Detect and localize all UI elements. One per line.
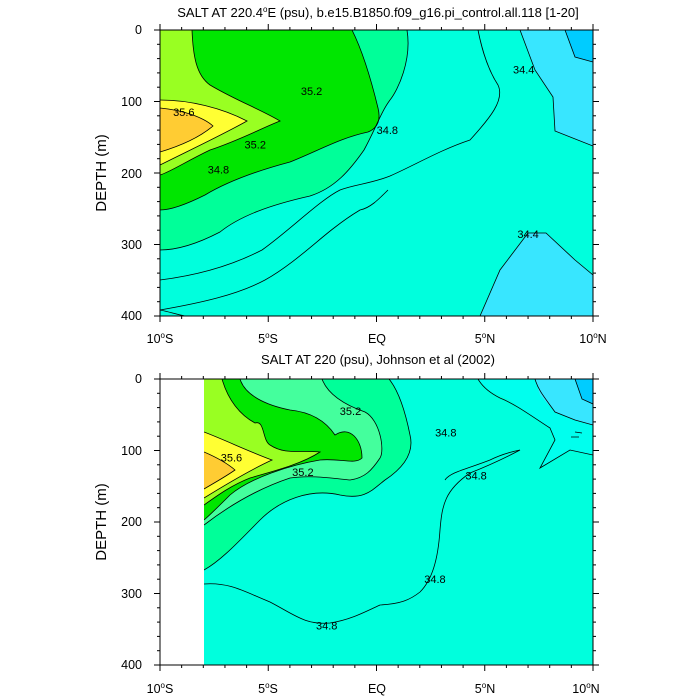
contour-label: 34.8 — [424, 574, 445, 586]
top-y-tick-label: 400 — [121, 309, 142, 323]
top-panel: SALT AT 220.4oE (psu), b.e15.B1850.f09_g… — [93, 5, 607, 346]
contour-label: 35.2 — [301, 86, 322, 98]
contour-label: 34.8 — [435, 428, 456, 440]
bottom-region-34-4 — [535, 379, 593, 425]
top-y-tick-label: 100 — [121, 95, 142, 109]
top-x-tick-label: 5oS — [258, 331, 278, 346]
top-panel-field — [160, 30, 593, 316]
contour-label: 35.6 — [173, 107, 194, 119]
bottom-panel-field — [204, 379, 593, 665]
contour-label: 35.6 — [221, 453, 242, 465]
bottom-region-35-8 — [204, 452, 235, 489]
contour-label: 34.8 — [208, 164, 229, 176]
contour-label: 35.2 — [292, 467, 313, 479]
top-panel-title: SALT AT 220.4oE (psu), b.e15.B1850.f09_g… — [177, 5, 578, 20]
top-region-35-8 — [160, 108, 213, 152]
top-y-tick-label: 300 — [121, 238, 142, 252]
bottom-panel-title: SALT AT 220 (psu), Johnson et al (2002) — [261, 352, 495, 367]
top-region-34-4-north — [520, 30, 593, 146]
bottom-missing-data-region — [160, 379, 204, 665]
top-y-tick-labels: 0 100 200 300 400 — [121, 23, 142, 323]
bottom-y-tick-labels: 0 100 200 300 400 — [121, 372, 142, 672]
contour-label: 34.8 — [465, 471, 486, 483]
bottom-ticks — [154, 373, 599, 671]
bottom-region-35-2 — [204, 379, 362, 520]
bottom-x-tick-label: 5oN — [475, 681, 495, 696]
bottom-y-tick-label: 0 — [135, 372, 142, 386]
top-x-tick-label: 10oN — [579, 331, 606, 346]
contour-label: 34.4 — [513, 64, 534, 76]
bottom-x-tick-label: EQ — [368, 682, 386, 696]
top-x-tick-label: 10oS — [147, 331, 174, 346]
top-ticks — [154, 24, 599, 322]
bottom-y-tick-label: 100 — [121, 444, 142, 458]
bottom-x-tick-label: 10oS — [147, 681, 174, 696]
bottom-y-axis-label: DEPTH (m) — [93, 483, 110, 561]
contour-label: 35.2 — [340, 406, 361, 418]
top-x-tick-label: EQ — [368, 332, 386, 346]
top-y-axis-label: DEPTH (m) — [93, 134, 110, 212]
top-contour-labels: 35.6 35.2 35.2 34.8 34.8 34.4 34.4 — [173, 64, 539, 240]
bottom-x-tick-label: 10oN — [572, 681, 599, 696]
top-x-tick-labels: 10oS 5oS EQ 5oN 10oN — [147, 331, 607, 346]
bottom-panel: SALT AT 220 (psu), Johnson et al (2002) — [93, 352, 600, 696]
top-region-34-4-south — [480, 233, 593, 316]
top-y-tick-label: 200 — [121, 167, 142, 181]
bottom-contour-labels: 35.2 35.6 35.2 34.8 34.8 34.8 34.8 — [221, 406, 487, 633]
bottom-region-34-0 — [575, 379, 593, 404]
top-contour-lines — [160, 30, 593, 316]
bottom-contour-lines — [204, 379, 593, 624]
contour-label: 35.2 — [245, 139, 266, 151]
bottom-y-tick-label: 300 — [121, 587, 142, 601]
bottom-y-tick-label: 200 — [121, 515, 142, 529]
contour-label: 34.8 — [377, 125, 398, 137]
top-y-tick-label: 0 — [135, 23, 142, 37]
top-x-tick-label: 5oN — [475, 331, 495, 346]
contour-label: 34.8 — [316, 621, 337, 633]
bottom-y-tick-label: 400 — [121, 658, 142, 672]
contour-label: 34.4 — [517, 229, 538, 241]
bottom-x-tick-labels: 10oS 5oS EQ 5oN 10oN — [147, 681, 600, 696]
top-region-34-0-north — [565, 30, 593, 62]
bottom-region-35-6 — [204, 432, 272, 498]
bottom-x-tick-label: 5oS — [258, 681, 278, 696]
